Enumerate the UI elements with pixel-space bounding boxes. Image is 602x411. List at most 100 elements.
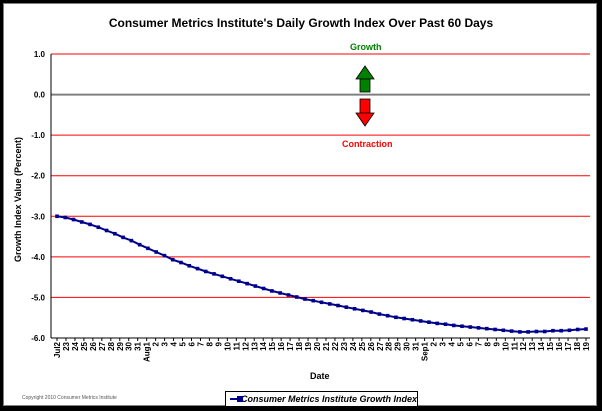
x-tick-label: Aug1 — [143, 341, 152, 362]
y-tick-label: -5.0 — [31, 293, 45, 302]
y-tick-label: -1.0 — [31, 131, 45, 140]
data-point — [137, 242, 142, 247]
x-tick-label: 26 — [367, 341, 376, 350]
x-tick-label: 13 — [528, 341, 537, 350]
data-point — [294, 295, 299, 299]
legend-label: Consumer Metrics Institute Growth Index — [240, 394, 417, 404]
x-tick-label: 24 — [71, 341, 80, 350]
x-tick-label: 9 — [214, 341, 223, 346]
data-point — [385, 313, 390, 318]
x-tick-label: 6 — [187, 341, 196, 346]
x-tick-label: 19 — [304, 341, 313, 350]
x-tick-label: 26 — [89, 341, 98, 350]
legend-swatch — [230, 394, 243, 404]
data-point — [303, 297, 307, 301]
contraction-arrow-icon — [355, 112, 375, 127]
y-tick-label: -6.0 — [31, 334, 45, 343]
x-tick-label: 17 — [564, 341, 573, 350]
data-point — [567, 328, 572, 333]
y-tick-label: -4.0 — [31, 253, 45, 262]
data-point — [509, 329, 514, 333]
data-point — [377, 312, 382, 316]
data-point — [584, 327, 588, 331]
data-point — [261, 286, 266, 291]
data-point — [96, 225, 101, 230]
data-point — [369, 310, 373, 314]
x-tick-label: Jul2 — [53, 341, 62, 358]
x-tick-label: 11 — [232, 341, 241, 350]
data-point — [410, 317, 415, 322]
x-tick-label: 3 — [161, 341, 170, 346]
data-point — [460, 324, 464, 329]
data-point — [501, 328, 506, 333]
data-point — [113, 231, 117, 236]
x-tick-label: 8 — [205, 341, 214, 346]
data-point — [476, 326, 481, 330]
x-tick-label: 30 — [403, 341, 412, 350]
x-tick-label: 27 — [98, 341, 107, 350]
x-tick-label: 16 — [277, 341, 286, 350]
data-point — [551, 328, 555, 333]
x-tick-label: 14 — [259, 341, 268, 350]
data-point — [443, 322, 448, 327]
data-point — [237, 279, 241, 283]
x-tick-label: 28 — [107, 341, 116, 350]
data-point — [88, 222, 92, 227]
x-tick-label: 19 — [582, 341, 591, 350]
data-point — [319, 300, 324, 305]
data-point — [542, 329, 547, 334]
data-point — [129, 238, 134, 243]
x-tick-label: 17 — [286, 341, 295, 350]
x-tick-label: 28 — [385, 341, 394, 350]
contraction-annotation: Contraction — [342, 139, 393, 149]
x-tick-label: 9 — [492, 341, 501, 346]
x-tick-label: 20 — [313, 341, 322, 350]
x-tick-label: 6 — [465, 341, 474, 346]
x-tick-label: 12 — [241, 341, 250, 350]
data-point — [402, 316, 406, 321]
data-point — [245, 281, 249, 286]
data-point — [121, 235, 125, 240]
data-point — [336, 303, 340, 308]
x-tick-label: 5 — [456, 341, 465, 346]
data-point — [518, 330, 522, 334]
x-tick-label: 3 — [439, 341, 448, 346]
x-tick-label: 13 — [250, 341, 259, 350]
x-tick-label: 23 — [340, 341, 349, 350]
x-tick-label: 12 — [519, 341, 528, 350]
data-point — [427, 320, 431, 324]
data-point — [352, 306, 357, 311]
x-tick-label: 4 — [170, 341, 179, 346]
data-point — [203, 269, 208, 274]
x-tick-label: 29 — [116, 341, 125, 350]
legend: Consumer Metrics Institute Growth Index — [225, 391, 418, 407]
x-tick-label: 5 — [179, 341, 188, 346]
data-point — [146, 246, 150, 251]
x-tick-label: 18 — [295, 341, 304, 350]
x-tick-label: 15 — [546, 341, 555, 350]
data-point — [71, 217, 76, 222]
x-tick-label: 25 — [358, 341, 367, 350]
x-tick-label: 4 — [448, 341, 457, 346]
data-point — [418, 319, 423, 323]
x-tick-label: 31 — [134, 341, 143, 350]
x-tick-label: 14 — [537, 341, 546, 350]
x-tick-label: 11 — [510, 341, 519, 350]
x-tick-label: 25 — [80, 341, 89, 350]
x-tick-label: 10 — [223, 341, 232, 350]
data-point — [195, 266, 200, 271]
data-point — [187, 263, 192, 268]
x-tick-label: 18 — [573, 341, 582, 350]
data-point — [435, 321, 440, 326]
data-point — [278, 291, 282, 295]
growth-arrow-shaft-icon — [359, 78, 371, 93]
data-point — [212, 272, 216, 276]
x-tick-label: 7 — [474, 341, 483, 346]
growth-arrow-icon — [355, 65, 375, 80]
data-point — [104, 228, 109, 233]
data-point — [575, 327, 580, 332]
x-tick-label: 24 — [349, 341, 358, 350]
data-point — [270, 289, 274, 293]
x-tick-label: 29 — [394, 341, 403, 350]
